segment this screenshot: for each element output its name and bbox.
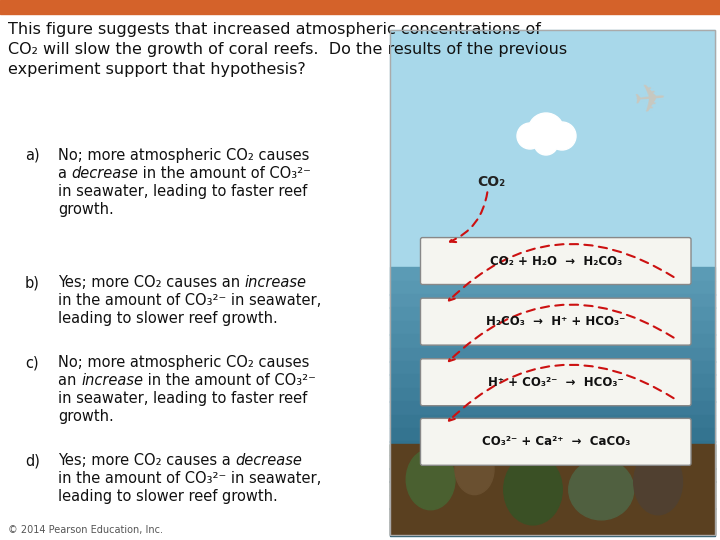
Bar (390, 522, 715, 536)
Circle shape (517, 123, 543, 149)
Text: CO₂ + H₂O  →  H₂CO₃: CO₂ + H₂O → H₂CO₃ (490, 254, 622, 267)
Bar (390, 307, 715, 321)
Text: increase: increase (81, 373, 143, 388)
Text: CO₂: CO₂ (478, 174, 506, 188)
Bar (390, 468, 715, 482)
Bar (390, 415, 715, 428)
Bar (390, 334, 715, 348)
Text: increase: increase (245, 275, 307, 290)
Bar (390, 321, 715, 335)
Text: in the amount of CO₃²⁻ in seawater,: in the amount of CO₃²⁻ in seawater, (58, 471, 321, 486)
Text: No; more atmospheric CO₂ causes: No; more atmospheric CO₂ causes (58, 355, 310, 370)
Text: © 2014 Pearson Education, Inc.: © 2014 Pearson Education, Inc. (8, 525, 163, 535)
Text: Yes; more CO₂ causes a: Yes; more CO₂ causes a (58, 453, 235, 468)
Text: leading to slower reef growth.: leading to slower reef growth. (58, 311, 278, 326)
Bar (390, 388, 715, 402)
Ellipse shape (634, 449, 683, 515)
Bar (390, 495, 715, 509)
Bar (390, 441, 715, 455)
Bar (390, 508, 715, 522)
Text: H⁺ + CO₃²⁻  →  HCO₃⁻: H⁺ + CO₃²⁻ → HCO₃⁻ (488, 376, 624, 389)
Bar (390, 294, 715, 308)
Bar (390, 374, 715, 388)
Bar (390, 30, 715, 267)
Text: CO₃²⁻ + Ca²⁺  →  CaCO₃: CO₃²⁻ + Ca²⁺ → CaCO₃ (482, 435, 630, 448)
Ellipse shape (504, 454, 562, 525)
Bar (390, 444, 715, 535)
Bar (390, 455, 715, 469)
Text: H₂CO₃  →  H⁺ + HCO₃⁻: H₂CO₃ → H⁺ + HCO₃⁻ (486, 315, 626, 328)
Text: b): b) (25, 275, 40, 290)
Text: a: a (58, 166, 71, 181)
FancyBboxPatch shape (420, 418, 691, 465)
Bar (390, 30, 715, 535)
Bar (390, 281, 715, 295)
Text: Yes; more CO₂ causes an: Yes; more CO₂ causes an (58, 275, 245, 290)
Text: No; more atmospheric CO₂ causes: No; more atmospheric CO₂ causes (58, 148, 310, 163)
Bar (390, 348, 715, 361)
FancyBboxPatch shape (420, 298, 691, 345)
Text: decrease: decrease (235, 453, 302, 468)
Ellipse shape (406, 449, 455, 510)
Text: experiment support that hypothesis?: experiment support that hypothesis? (8, 62, 306, 77)
Text: This figure suggests that increased atmospheric concentrations of: This figure suggests that increased atmo… (8, 22, 541, 37)
Circle shape (548, 122, 576, 150)
Bar (390, 428, 715, 442)
Circle shape (528, 113, 564, 149)
Text: in seawater, leading to faster reef: in seawater, leading to faster reef (58, 184, 307, 199)
Text: decrease: decrease (71, 166, 138, 181)
Bar (390, 401, 715, 415)
Ellipse shape (569, 459, 634, 520)
Text: in the amount of CO₃²⁻ in seawater,: in the amount of CO₃²⁻ in seawater, (58, 293, 321, 308)
Text: leading to slower reef growth.: leading to slower reef growth. (58, 489, 278, 504)
Text: ✈: ✈ (632, 80, 668, 121)
Bar (390, 361, 715, 375)
Text: in the amount of CO₃²⁻: in the amount of CO₃²⁻ (143, 373, 316, 388)
Bar (390, 267, 715, 281)
Text: in the amount of CO₃²⁻: in the amount of CO₃²⁻ (138, 166, 311, 181)
Text: growth.: growth. (58, 202, 114, 217)
FancyBboxPatch shape (420, 238, 691, 285)
Text: CO₂ will slow the growth of coral reefs.  Do the results of the previous: CO₂ will slow the growth of coral reefs.… (8, 42, 567, 57)
Text: c): c) (25, 355, 39, 370)
Ellipse shape (455, 444, 494, 495)
Bar (0, 0, 720, 14)
Text: growth.: growth. (58, 409, 114, 424)
Bar (390, 482, 715, 495)
Text: d): d) (25, 453, 40, 468)
Text: in seawater, leading to faster reef: in seawater, leading to faster reef (58, 391, 307, 406)
Text: an: an (58, 373, 81, 388)
Circle shape (534, 131, 558, 155)
Text: a): a) (25, 148, 40, 163)
FancyBboxPatch shape (420, 359, 691, 406)
